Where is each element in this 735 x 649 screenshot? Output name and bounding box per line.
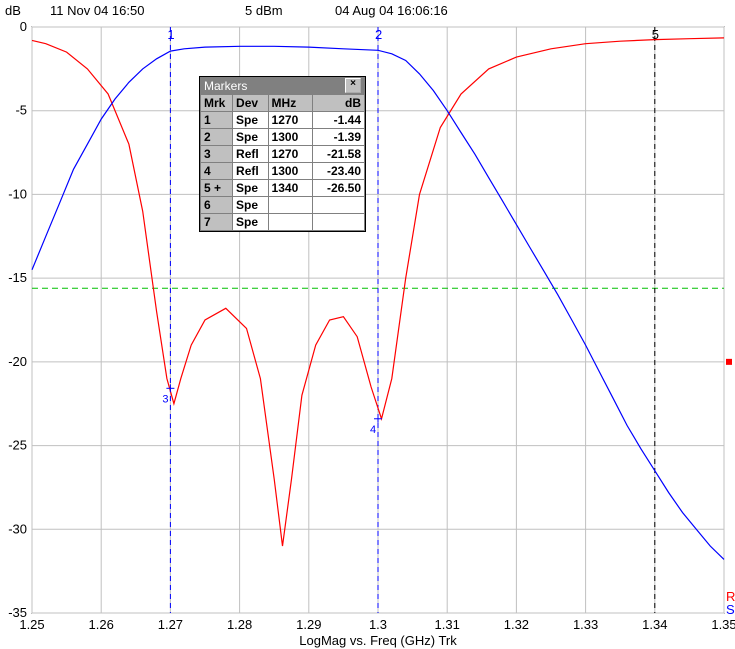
markers-title-text: Markers <box>204 79 247 93</box>
cell-db: -23.40 <box>312 163 364 180</box>
cell-mrk: 2 <box>201 129 233 146</box>
cell-dev: Spe <box>233 180 269 197</box>
header-left: 11 Nov 04 16:50 <box>50 3 144 18</box>
x-tick-label: 1.29 <box>296 617 321 632</box>
table-row[interactable]: 5 +Spe1340-26.50 <box>201 180 365 197</box>
marker-num: 3 <box>162 393 168 405</box>
y-tick-label: -5 <box>15 103 27 118</box>
cell-mhz <box>268 197 312 214</box>
cell-mhz: 1300 <box>268 163 312 180</box>
y-tick-label: 0 <box>20 19 27 34</box>
x-tick-label: 1.34 <box>642 617 667 632</box>
col-mrk: Mrk <box>201 95 233 112</box>
x-tick-label: 1.26 <box>89 617 114 632</box>
cell-mhz: 1270 <box>268 146 312 163</box>
cell-db: -26.50 <box>312 180 364 197</box>
table-row[interactable]: 3Refl1270-21.58 <box>201 146 365 163</box>
markers-window[interactable]: Markers × Mrk Dev MHz dB 1Spe1270-1.442S… <box>199 76 366 232</box>
x-tick-label: 1.31 <box>435 617 460 632</box>
x-axis-label: LogMag vs. Freq (GHz) Trk <box>299 633 457 648</box>
legend-s: S <box>726 602 735 617</box>
marker-label: 2 <box>375 27 382 42</box>
cell-dev: Spe <box>233 214 269 231</box>
x-tick-label: 1.35 <box>711 617 735 632</box>
y-tick-label: -15 <box>8 270 27 285</box>
y-tick-label: -25 <box>8 438 27 453</box>
markers-header-row: Mrk Dev MHz dB <box>201 95 365 112</box>
table-row[interactable]: 7Spe <box>201 214 365 231</box>
cell-mrk: 1 <box>201 112 233 129</box>
cell-mrk: 7 <box>201 214 233 231</box>
close-icon[interactable]: × <box>345 78 361 93</box>
table-row[interactable]: 2Spe1300-1.39 <box>201 129 365 146</box>
cell-mhz: 1270 <box>268 112 312 129</box>
col-mhz: MHz <box>268 95 312 112</box>
x-tick-label: 1.28 <box>227 617 252 632</box>
cell-db: -1.39 <box>312 129 364 146</box>
cell-mrk: 5 + <box>201 180 233 197</box>
y-tick-label: -10 <box>8 186 27 201</box>
x-tick-label: 1.27 <box>158 617 183 632</box>
cell-db <box>312 214 364 231</box>
markers-titlebar[interactable]: Markers × <box>200 77 365 94</box>
chart-container: 11 Nov 04 16:505 dBm04 Aug 04 16:06:1612… <box>0 0 735 649</box>
cell-dev: Spe <box>233 197 269 214</box>
header-center: 5 dBm <box>245 3 283 18</box>
x-tick-label: 1.25 <box>19 617 44 632</box>
cell-dev: Refl <box>233 146 269 163</box>
cell-mrk: 4 <box>201 163 233 180</box>
table-row[interactable]: 6Spe <box>201 197 365 214</box>
cell-db: -21.58 <box>312 146 364 163</box>
x-tick-label: 1.32 <box>504 617 529 632</box>
y-tick-label: -20 <box>8 354 27 369</box>
table-row[interactable]: 1Spe1270-1.44 <box>201 112 365 129</box>
cell-db: -1.44 <box>312 112 364 129</box>
table-row[interactable]: 4Refl1300-23.40 <box>201 163 365 180</box>
cell-db <box>312 197 364 214</box>
chart-svg: 11 Nov 04 16:505 dBm04 Aug 04 16:06:1612… <box>0 0 735 649</box>
cell-mrk: 6 <box>201 197 233 214</box>
marker-label: 1 <box>167 27 174 42</box>
col-db: dB <box>312 95 364 112</box>
y-axis-label: dB <box>5 3 21 18</box>
col-dev: Dev <box>233 95 269 112</box>
cell-dev: Spe <box>233 129 269 146</box>
marker-num: 4 <box>370 424 376 436</box>
x-tick-label: 1.3 <box>369 617 387 632</box>
cell-dev: Refl <box>233 163 269 180</box>
x-tick-label: 1.33 <box>573 617 598 632</box>
cell-dev: Spe <box>233 112 269 129</box>
right-marker-icon <box>726 359 732 365</box>
cell-mhz: 1340 <box>268 180 312 197</box>
cell-mrk: 3 <box>201 146 233 163</box>
header-right: 04 Aug 04 16:06:16 <box>335 3 448 18</box>
cell-mhz: 1300 <box>268 129 312 146</box>
markers-table: Mrk Dev MHz dB 1Spe1270-1.442Spe1300-1.3… <box>200 94 365 231</box>
y-tick-label: -30 <box>8 521 27 536</box>
cell-mhz <box>268 214 312 231</box>
